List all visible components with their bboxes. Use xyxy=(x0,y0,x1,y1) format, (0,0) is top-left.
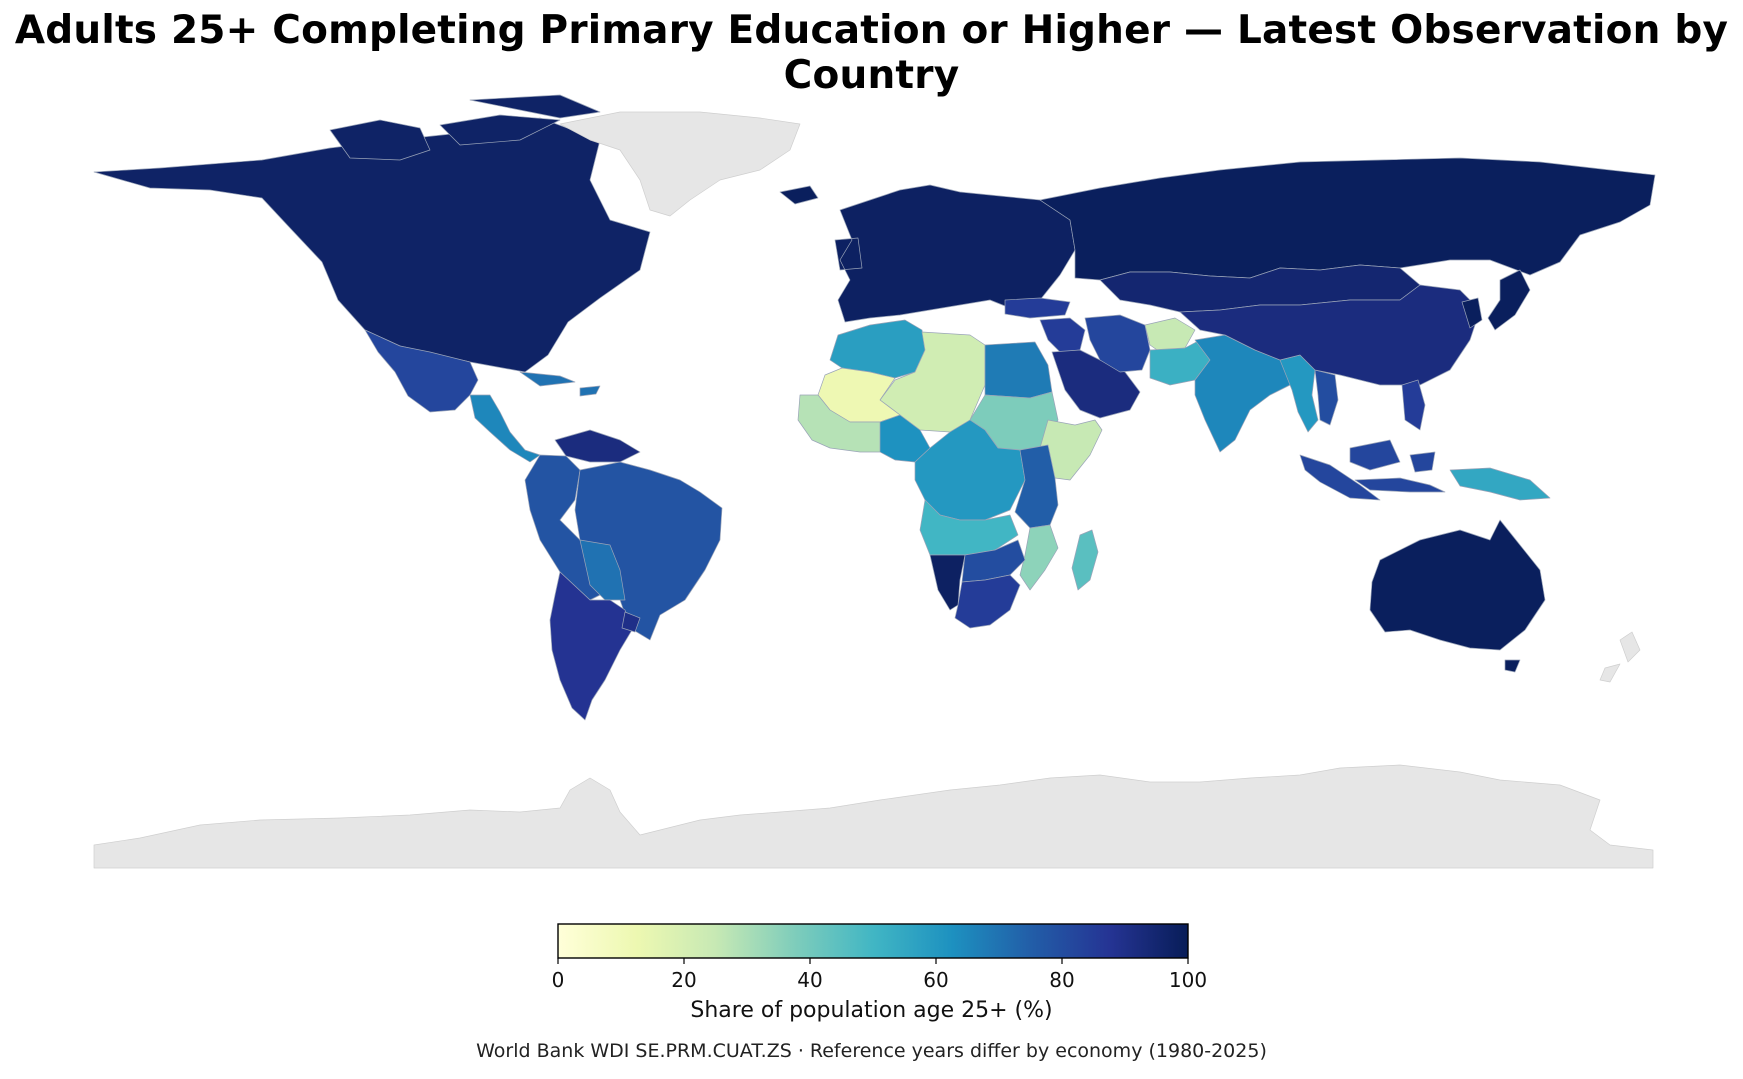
colorbar-tick-label: 100 xyxy=(1169,968,1207,992)
region-north-america-usa-canada xyxy=(329,94,601,161)
colorbar-tick-label: 0 xyxy=(552,968,565,992)
colorbar-tick-label: 80 xyxy=(1049,968,1074,992)
region-argentina-chile xyxy=(549,571,633,721)
region-caribbean xyxy=(519,371,601,397)
colorbar-tick-label: 40 xyxy=(797,968,822,992)
region-philippines xyxy=(1401,379,1426,431)
region-angola-zambia xyxy=(919,499,1019,556)
region-new-zealand xyxy=(1599,631,1641,683)
region-iran xyxy=(1084,314,1151,373)
region-china xyxy=(1179,284,1481,386)
region-mexico xyxy=(364,329,479,413)
region-bolivia-paraguay xyxy=(579,539,626,601)
region-turkey xyxy=(1004,297,1071,319)
region-europe xyxy=(834,184,1076,323)
region-venezuela xyxy=(554,429,641,463)
region-uruguay xyxy=(621,611,641,633)
region-iceland xyxy=(779,185,819,205)
region-indonesia-malaysia xyxy=(1299,439,1446,501)
region-south-africa xyxy=(954,574,1021,629)
footnote: World Bank WDI SE.PRM.CUAT.ZS · Referenc… xyxy=(476,1040,1267,1062)
region-saudi-arabia xyxy=(1051,349,1141,419)
region-madagascar xyxy=(1071,529,1099,591)
colorbar: 0 20 40 60 80 100 xyxy=(552,923,1207,992)
map-title: Adults 25+ Completing Primary Education … xyxy=(14,8,1729,98)
region-papua-new-guinea xyxy=(1449,467,1551,501)
world-choropleth-map xyxy=(93,94,1656,869)
region-greenland xyxy=(559,111,801,217)
region-vietnam xyxy=(1314,369,1339,426)
region-japan-korea xyxy=(1461,269,1531,331)
colorbar-label: Share of population age 25+ (%) xyxy=(690,998,1053,1023)
region-australia xyxy=(1369,519,1546,673)
colorbar-tick-label: 60 xyxy=(923,968,948,992)
region-antarctica xyxy=(93,764,1654,869)
colorbar-tick-label: 20 xyxy=(671,968,696,992)
colorbar-gradient xyxy=(557,923,1189,959)
